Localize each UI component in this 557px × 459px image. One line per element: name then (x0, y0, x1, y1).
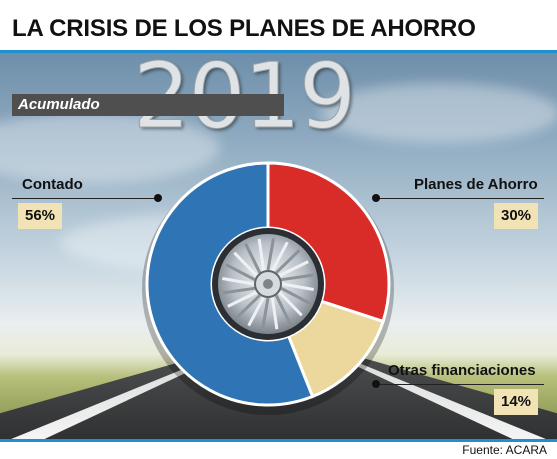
wheel-spoke (275, 249, 301, 274)
wheel-spoke (222, 286, 255, 295)
wheel-spoke (274, 294, 292, 325)
leader-line-planes (378, 198, 544, 199)
wheel-spoke (244, 243, 262, 274)
wheel-spoke (235, 294, 261, 319)
wheel-spoke (281, 282, 314, 291)
cloud (320, 83, 557, 143)
wheel-spoke (233, 251, 258, 277)
bottom-accent-rule (0, 439, 557, 442)
wheel-spoke (278, 291, 303, 317)
leader-line-contado (12, 198, 158, 199)
wheel-spoke (222, 277, 255, 286)
wheel-spoke (261, 297, 270, 330)
value-badge-otras: 14% (494, 389, 538, 415)
wheel-spoke (281, 273, 314, 282)
wheel-spoke (225, 263, 256, 281)
period-bar (12, 94, 284, 116)
wheel-spoke (227, 290, 258, 308)
page-title: LA CRISIS DE LOS PLANES DE AHORRO (12, 15, 476, 42)
value-badge-planes: 30% (494, 203, 538, 229)
leader-line-otras (378, 384, 544, 385)
wheel-spoke (278, 260, 309, 278)
cloud (0, 113, 220, 183)
wheel-spoke (271, 241, 289, 272)
source-credit: Fuente: ACARA (462, 443, 547, 457)
period-label: Acumulado (18, 96, 100, 113)
footer (0, 439, 557, 459)
wheel-spokes (222, 238, 314, 330)
value-badge-contado: 56% (18, 203, 62, 229)
wheel-center-cap (263, 279, 273, 289)
leader-dot-planes (372, 194, 380, 202)
wheel-spoke (247, 296, 265, 327)
wheel-spoke (270, 297, 279, 330)
slices-group (145, 161, 391, 407)
wheel-spoke (280, 287, 311, 305)
label-contado: Contado (22, 176, 83, 193)
top-accent-rule (0, 50, 557, 53)
wheel-spoke (257, 238, 266, 271)
label-planes-de-ahorro: Planes de Ahorro (414, 176, 538, 193)
leader-dot-otras (372, 380, 380, 388)
header: LA CRISIS DE LOS PLANES DE AHORRO (0, 0, 557, 52)
label-otras-financiaciones: Otras financiaciones (388, 362, 536, 379)
leader-dot-contado (154, 194, 162, 202)
wheel-spoke (266, 238, 275, 271)
